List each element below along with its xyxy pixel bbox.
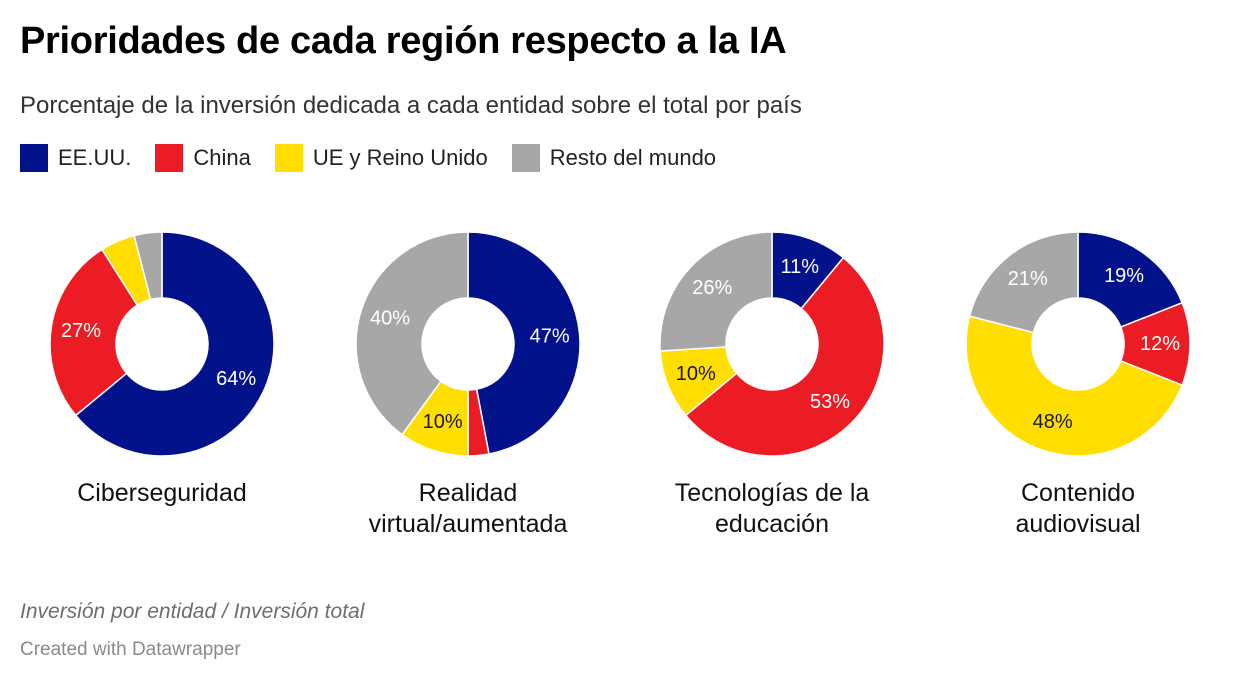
- legend-item-eu-uk: UE y Reino Unido: [274, 144, 488, 172]
- legend-swatch-rest-of-world: [511, 144, 540, 172]
- chart-category-label-line-2-1: educación: [715, 510, 829, 538]
- chart-subtitle: Porcentaje de la inversión dedicada a ca…: [20, 92, 802, 119]
- legend-label-eu-uk: UE y Reino Unido: [312, 145, 488, 170]
- slice-label-0-usa: 64%: [216, 368, 256, 390]
- legend-swatch-usa: [20, 144, 48, 172]
- slice-label-3-eu-uk: 48%: [1033, 411, 1073, 433]
- chart-category-label-1: Realidad virtual/aumentada: [318, 478, 618, 540]
- slice-label-3-china: 12%: [1140, 333, 1180, 355]
- legend-label-china: China: [193, 145, 251, 170]
- slice-2-rest-of-world: [659, 231, 773, 352]
- legend-item-china: China: [155, 144, 251, 172]
- slice-3-usa: [1077, 231, 1184, 329]
- slice-1-usa: [467, 231, 581, 455]
- slice-0-china: [49, 248, 139, 417]
- legend-label-rest-of-world: Resto del mundo: [549, 145, 717, 170]
- chart-category-label-2: Tecnologías de la educación: [622, 478, 922, 540]
- slice-label-3-rest-of-world: 21%: [1008, 268, 1048, 290]
- slice-3-eu-uk: [965, 315, 1184, 457]
- legend-swatch-china: [155, 144, 184, 172]
- chart-category-label-line-2-0: Tecnologías de la: [674, 479, 870, 507]
- slice-label-1-rest-of-world: 40%: [370, 308, 410, 330]
- credit: Created with Datawrapper: [20, 639, 241, 660]
- legend-item-usa: EE.UU.: [20, 144, 131, 172]
- slice-label-1-usa: 47%: [530, 325, 570, 347]
- slice-label-2-rest-of-world: 26%: [692, 277, 732, 299]
- chart-category-label-3: Contenido audiovisual: [928, 478, 1228, 540]
- chart-title: Prioridades de cada región respecto a la…: [20, 20, 787, 62]
- chart-category-label-line-1-0: Realidad: [418, 479, 518, 507]
- slice-label-0-china: 27%: [61, 320, 101, 342]
- legend: EE.UU. China UE y Reino Unido Resto del …: [20, 143, 740, 173]
- footnote: Inversión por entidad / Inversión total: [20, 600, 365, 623]
- slice-label-2-eu-uk: 10%: [676, 363, 716, 385]
- chart-category-label-0: Ciberseguridad: [12, 478, 312, 509]
- slice-3-rest-of-world: [968, 231, 1079, 334]
- slice-label-3-usa: 19%: [1104, 265, 1144, 287]
- slice-label-1-eu-uk: 10%: [423, 411, 463, 433]
- slice-label-2-usa: 11%: [781, 256, 820, 278]
- slice-0-rest-of-world: [133, 231, 163, 301]
- slice-label-2-china: 53%: [810, 391, 850, 413]
- chart-category-label-line-0-0: Ciberseguridad: [77, 479, 247, 507]
- legend-swatch-eu-uk: [274, 144, 303, 172]
- legend-label-usa: EE.UU.: [58, 145, 132, 170]
- slice-1-rest-of-world: [355, 231, 469, 436]
- chart-category-label-line-3-1: audiovisual: [1015, 510, 1141, 538]
- chart-category-label-line-1-1: virtual/aumentada: [368, 510, 568, 538]
- slice-2-china: [684, 256, 885, 457]
- legend-item-rest-of-world: Resto del mundo: [511, 144, 717, 172]
- slice-0-usa: [74, 231, 275, 457]
- chart-category-label-line-3-0: Contenido: [1021, 479, 1135, 507]
